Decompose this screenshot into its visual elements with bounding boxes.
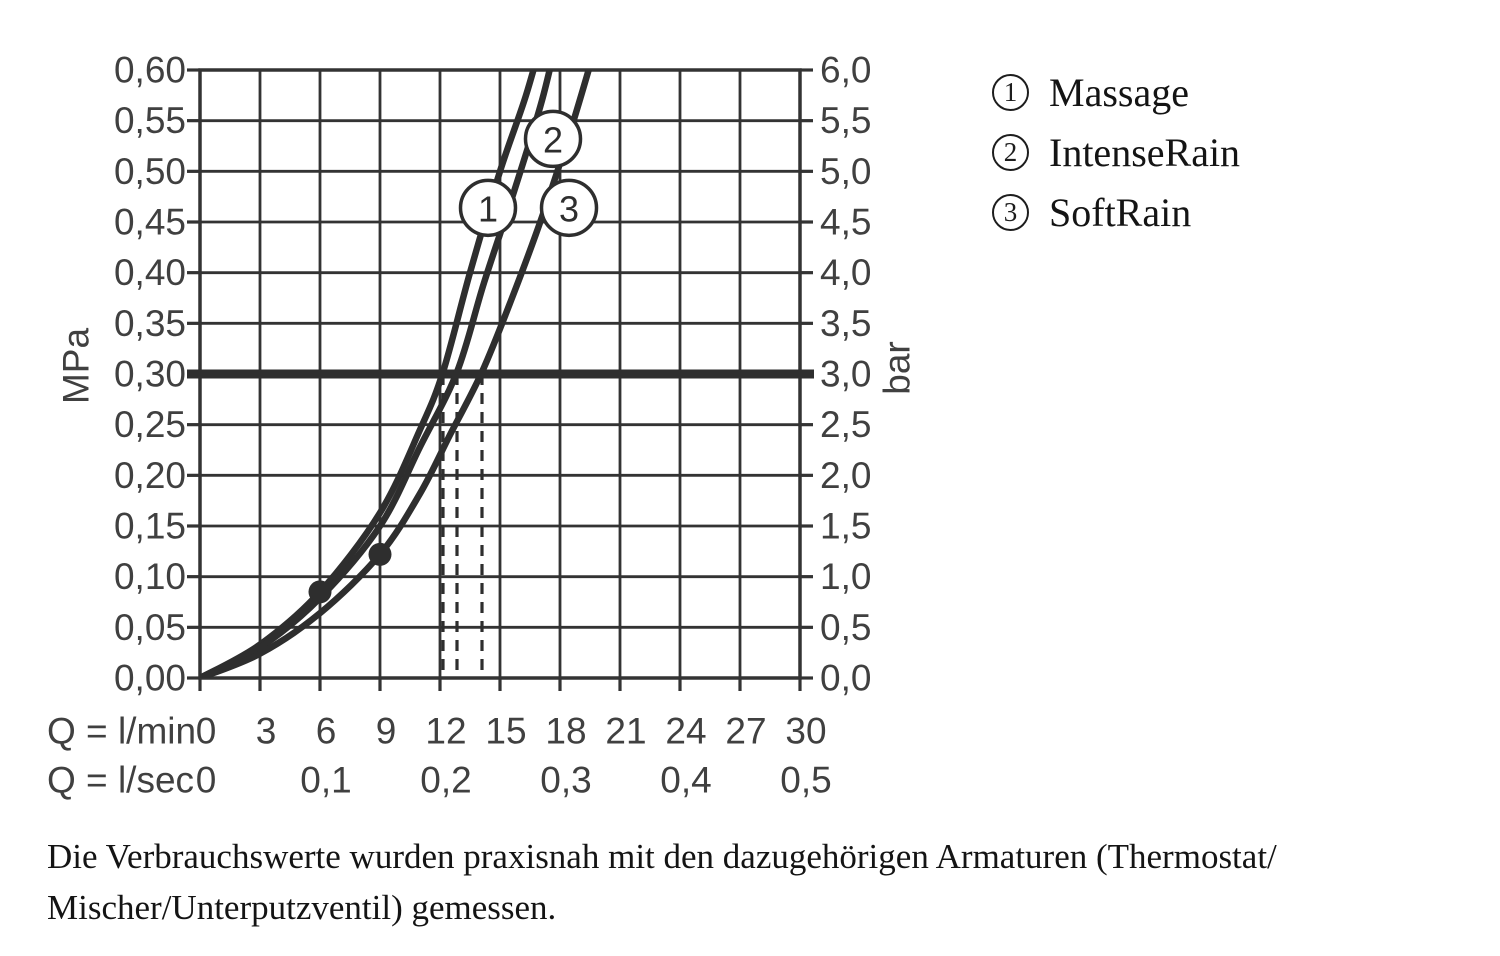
y-right-tick-label: 1,0 bbox=[820, 556, 871, 597]
x-tick-label-lsec: 0,1 bbox=[300, 760, 351, 801]
y-left-tick-label: 0,10 bbox=[114, 556, 186, 597]
caption-text: Die Verbrauchswerte wurden praxisnah mit… bbox=[47, 831, 1277, 933]
curve-label-circle-2 bbox=[523, 109, 583, 169]
y-left-tick-label: 0,00 bbox=[114, 658, 186, 699]
x-axis-title-lmin: Q = l/min bbox=[47, 711, 196, 752]
legend-circle-3-icon: 3 bbox=[992, 193, 1029, 231]
legend: 1 Massage 2 IntenseRain 3 SoftRain bbox=[992, 62, 1240, 242]
curve-label-number-1: 1 bbox=[478, 188, 498, 229]
x-axis-title-lsec: Q = l/sec bbox=[47, 760, 194, 801]
x-tick-label-lmin: 15 bbox=[485, 711, 526, 752]
axis-ticks bbox=[187, 68, 813, 691]
curve-label-number-3: 3 bbox=[559, 188, 579, 229]
curve-label-circle-1 bbox=[458, 178, 518, 238]
y-right-tick-label: 5,0 bbox=[820, 151, 871, 192]
curve-1-massage bbox=[200, 70, 537, 678]
curve-label-number-2: 2 bbox=[543, 119, 563, 160]
y-right-tick-label: 3,0 bbox=[820, 354, 871, 395]
x-tick-label-lmin: 27 bbox=[725, 711, 766, 752]
legend-item-intenserain: 2 IntenseRain bbox=[992, 122, 1240, 182]
y-right-tick-label: 5,5 bbox=[820, 100, 871, 141]
legend-label-massage: Massage bbox=[1049, 69, 1189, 115]
y-left-tick-label: 0,55 bbox=[114, 100, 186, 141]
marker-dot bbox=[308, 580, 332, 604]
x-tick-label-lmin: 18 bbox=[545, 711, 586, 752]
y-right-tick-label: 2,0 bbox=[820, 455, 871, 496]
legend-label-intenserain: IntenseRain bbox=[1049, 129, 1241, 175]
y-right-tick-label: 3,5 bbox=[820, 303, 871, 344]
x-tick-label-lsec: 0,2 bbox=[420, 760, 471, 801]
y-right-tick-label: 0,5 bbox=[820, 607, 871, 648]
curve-3-softrain bbox=[200, 70, 593, 678]
x-tick-label-lmin: 21 bbox=[605, 711, 646, 752]
caption-line-1: Die Verbrauchswerte wurden praxisnah mit… bbox=[47, 837, 1277, 876]
y-right-tick-label: 4,0 bbox=[820, 252, 871, 293]
x-tick-label-lsec: 0 bbox=[196, 760, 217, 801]
x-tick-label-lmin: 9 bbox=[376, 711, 397, 752]
legend-circle-2-icon: 2 bbox=[992, 133, 1029, 171]
flow-pressure-chart: 1230,600,550,500,450,400,350,300,250,200… bbox=[47, 50, 918, 801]
caption-line-2: Mischer/Unterputzventil) gemessen. bbox=[47, 888, 557, 927]
y-left-tick-label: 0,20 bbox=[114, 455, 186, 496]
legend-label-softrain: SoftRain bbox=[1049, 189, 1192, 235]
y-left-tick-label: 0,05 bbox=[114, 607, 186, 648]
x-tick-label-lmin: 12 bbox=[425, 711, 466, 752]
x-tick-label-lmin: 6 bbox=[316, 711, 337, 752]
legend-item-massage: 1 Massage bbox=[992, 62, 1240, 122]
y-left-tick-label: 0,45 bbox=[114, 202, 186, 243]
y-left-axis-title: MPa bbox=[56, 328, 97, 405]
y-right-tick-label: 2,5 bbox=[820, 404, 871, 445]
y-right-axis-title: bar bbox=[877, 341, 918, 394]
x-tick-label-lsec: 0,4 bbox=[660, 760, 711, 801]
legend-circle-1-icon: 1 bbox=[992, 73, 1029, 111]
x-tick-label-lmin: 0 bbox=[196, 711, 217, 752]
y-left-tick-label: 0,60 bbox=[114, 50, 186, 91]
x-tick-label-lmin: 30 bbox=[785, 711, 826, 752]
y-left-tick-label: 0,30 bbox=[114, 354, 186, 395]
y-left-tick-label: 0,40 bbox=[114, 252, 186, 293]
x-tick-label-lmin: 24 bbox=[665, 711, 706, 752]
y-left-tick-label: 0,50 bbox=[114, 151, 186, 192]
y-right-tick-label: 1,5 bbox=[820, 506, 871, 547]
x-tick-label-lsec: 0,3 bbox=[540, 760, 591, 801]
x-tick-label-lmin: 3 bbox=[256, 711, 277, 752]
marker-dot bbox=[368, 542, 392, 566]
y-left-tick-label: 0,15 bbox=[114, 506, 186, 547]
legend-item-softrain: 3 SoftRain bbox=[992, 182, 1240, 242]
y-right-tick-label: 0,0 bbox=[820, 658, 871, 699]
y-right-tick-label: 4,5 bbox=[820, 202, 871, 243]
y-left-tick-label: 0,25 bbox=[114, 404, 186, 445]
x-tick-label-lsec: 0,5 bbox=[780, 760, 831, 801]
curve-label-circle-3 bbox=[539, 178, 599, 238]
y-left-tick-label: 0,35 bbox=[114, 303, 186, 344]
y-right-tick-label: 6,0 bbox=[820, 50, 871, 91]
